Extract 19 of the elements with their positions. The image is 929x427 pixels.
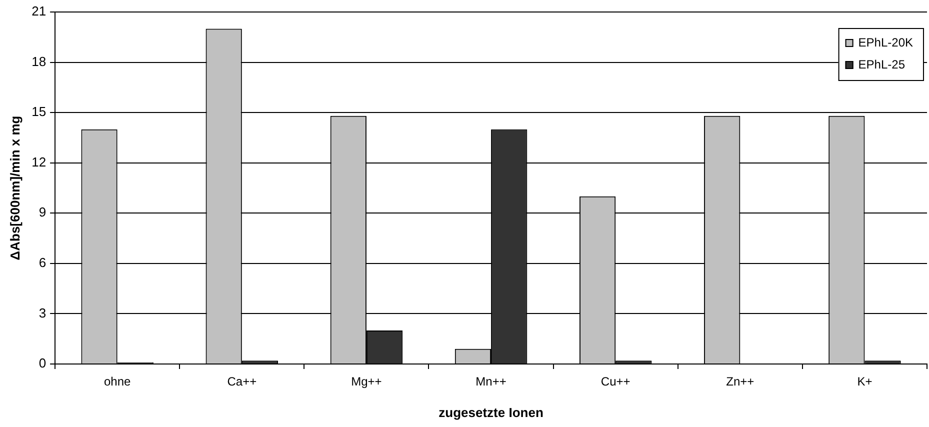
y-tick-label: 15 <box>32 104 46 120</box>
x-tick-label: Ca++ <box>227 374 257 389</box>
y-tick-label: 18 <box>32 54 46 69</box>
legend-label: EPhL-25 <box>858 57 906 72</box>
x-tick-label: K+ <box>857 374 872 389</box>
x-axis-title: zugesetzte Ionen <box>438 404 544 420</box>
x-tick-label: Zn++ <box>726 374 754 389</box>
y-tick-label: 21 <box>32 4 46 19</box>
y-tick-label: 3 <box>38 305 46 320</box>
y-tick-label: 9 <box>38 204 46 220</box>
x-tick-label: ohne <box>104 374 132 389</box>
x-tick-label: Mg++ <box>351 374 382 389</box>
y-tick-label: 12 <box>32 154 46 170</box>
x-tick-label: Cu++ <box>600 374 630 389</box>
y-axis-title: ΔAbs[600nm]/min x mg <box>7 116 22 260</box>
y-tick-label: 6 <box>38 255 46 270</box>
y-tick-label: 0 <box>38 356 46 371</box>
legend-label: EPhL-20K <box>858 35 913 50</box>
x-tick-label: Mn++ <box>476 374 506 389</box>
